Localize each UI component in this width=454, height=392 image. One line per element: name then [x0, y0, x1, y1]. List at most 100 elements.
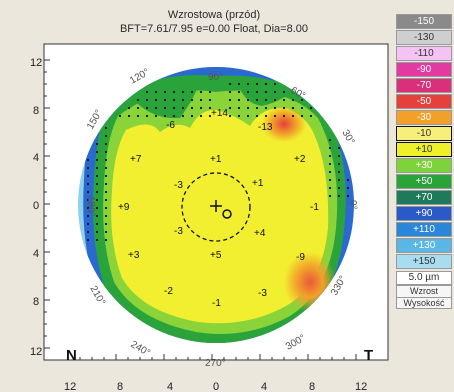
rough-dot	[95, 166, 99, 170]
color-scale-swatch: -30	[396, 110, 452, 125]
rough-dot	[118, 114, 122, 118]
rough-dot	[86, 214, 90, 218]
rough-dot	[328, 146, 332, 150]
rough-dot	[282, 114, 286, 118]
hotspot-upper	[262, 106, 306, 142]
map-value: -6	[166, 120, 175, 131]
rough-dot	[337, 178, 341, 182]
x-tick-label: 0	[213, 381, 219, 392]
rough-dot	[199, 90, 203, 94]
rough-dot	[328, 178, 332, 182]
map-value: -3	[174, 180, 183, 191]
rough-dot	[228, 82, 232, 86]
rough-dot	[264, 98, 268, 102]
rough-dot	[154, 106, 158, 110]
scale-step[interactable]: 5.0 µm	[396, 271, 452, 285]
map-header: Wzrostowa (przód) BFT=7.61/7.95 e=0.00 F…	[40, 8, 388, 36]
pupil-outline	[181, 172, 251, 242]
rough-dot	[282, 90, 286, 94]
rough-dot	[104, 158, 108, 162]
rough-dot	[104, 166, 108, 170]
rough-dot	[154, 114, 158, 118]
color-scale-swatch: -50	[396, 94, 452, 109]
rough-dot	[291, 98, 295, 102]
rough-dot	[328, 154, 332, 158]
map-value: +7	[130, 154, 142, 165]
rough-dot	[264, 82, 268, 86]
rough-dot	[95, 142, 99, 146]
rough-dot	[228, 90, 232, 94]
rough-dot	[163, 114, 167, 118]
color-scale: -150 -130 -110 -90 -70 -50 -30 -10 +10 +30 +50 +70 +…	[396, 14, 452, 309]
rough-dot	[163, 106, 167, 110]
rough-dot	[337, 186, 341, 190]
rough-dot	[136, 114, 140, 118]
map-value: +14	[211, 108, 228, 119]
rough-dot	[228, 114, 232, 118]
rough-dot	[273, 82, 277, 86]
rough-dot	[228, 98, 232, 102]
scale-mode-sublabel: Wysokość	[396, 297, 452, 309]
rough-dot	[264, 90, 268, 94]
color-scale-swatches: -150 -130 -110 -90 -70 -50 -30 -10 +10 +30 +50 +70 +…	[396, 14, 452, 269]
rough-dot	[282, 98, 286, 102]
rough-dot	[181, 98, 185, 102]
rough-dot	[300, 106, 304, 110]
rough-dot	[95, 222, 99, 226]
rough-dot	[86, 222, 90, 226]
map-value: -3	[174, 226, 183, 237]
yellow-zone	[111, 107, 329, 324]
rough-dot	[95, 206, 99, 210]
rough-dot	[291, 114, 295, 118]
map-value: -2	[164, 286, 173, 297]
map-value: +1	[210, 154, 222, 165]
map-subtitle: BFT=7.61/7.95 e=0.00 Float, Dia=8.00	[119, 23, 309, 35]
color-scale-swatch: +150	[396, 254, 452, 269]
rough-dot	[246, 90, 250, 94]
rough-dot	[86, 198, 90, 202]
y-axis: 12 8 4 0 4 8 12	[30, 57, 42, 358]
rough-dot	[95, 182, 99, 186]
center-cross-icon	[210, 200, 222, 212]
rough-dot	[95, 174, 99, 178]
map-value: -9	[296, 252, 305, 263]
map-value: +3	[128, 250, 140, 261]
x-tick-label: 12	[64, 381, 76, 392]
rough-dot	[309, 114, 313, 118]
rough-dot	[104, 174, 108, 178]
rough-dot	[86, 166, 90, 170]
color-scale-swatch: +110	[396, 222, 452, 237]
plot-frame	[43, 43, 389, 361]
rough-dot	[190, 114, 194, 118]
color-scale-swatch: -90	[396, 62, 452, 77]
rough-dot	[337, 162, 341, 166]
topography-svg: 12 8 4 0 4 8 12 12 8 4 0 4 8 12 90° 60° …	[30, 43, 389, 392]
rough-dot	[328, 194, 332, 198]
rough-dot	[104, 214, 108, 218]
map-value: +5	[210, 250, 222, 261]
rough-dot	[255, 98, 259, 102]
rough-dot	[172, 114, 176, 118]
map-value: +9	[118, 202, 130, 213]
rough-dot	[104, 198, 108, 202]
upper-right-dip	[236, 80, 300, 106]
rough-dot	[337, 154, 341, 158]
rough-dot	[337, 194, 341, 198]
rough-dot	[181, 106, 185, 110]
color-scale-swatch: -130	[396, 30, 452, 45]
rough-dot	[154, 98, 158, 102]
corner-label-nasal: N	[66, 347, 77, 364]
rough-dot	[337, 170, 341, 174]
rough-dot	[190, 106, 194, 110]
rough-dot	[273, 114, 277, 118]
rough-dot	[145, 114, 149, 118]
angle-label: 90°	[208, 72, 223, 83]
map-value: -3	[258, 288, 267, 299]
rough-dot	[199, 98, 203, 102]
map-title: Wzrostowa (przód)	[167, 9, 261, 21]
rough-dot	[208, 114, 212, 118]
rough-dot	[154, 90, 158, 94]
rough-dot	[255, 106, 259, 110]
rough-dot	[208, 98, 212, 102]
rough-dot	[255, 90, 259, 94]
